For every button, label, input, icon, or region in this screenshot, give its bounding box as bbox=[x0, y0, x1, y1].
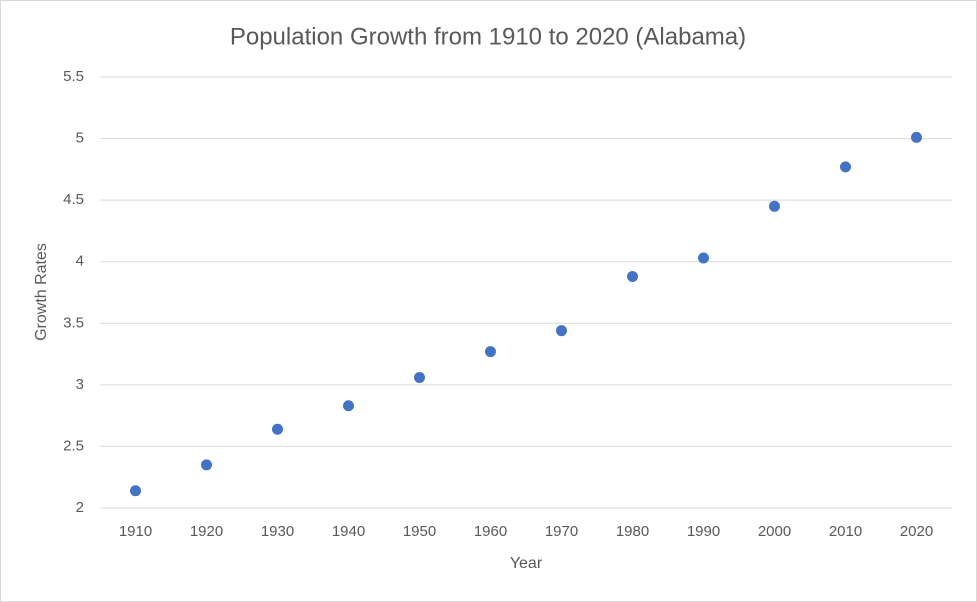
y-tick-label: 3.5 bbox=[63, 314, 84, 331]
point bbox=[556, 325, 567, 337]
point bbox=[201, 459, 212, 471]
x-tick-label: 1990 bbox=[687, 523, 720, 540]
point bbox=[130, 485, 141, 497]
chart-title: Population Growth from 1910 to 2020 (Ala… bbox=[230, 23, 746, 50]
y-axis-title: Growth Rates bbox=[33, 243, 50, 341]
y-tick-label: 2.5 bbox=[63, 437, 84, 454]
x-tick-label: 1980 bbox=[616, 523, 649, 540]
y-tick-label: 5.5 bbox=[63, 68, 84, 85]
x-tick-label: 1970 bbox=[545, 523, 578, 540]
point bbox=[627, 270, 638, 282]
point bbox=[840, 161, 851, 173]
x-tick-label: 1960 bbox=[474, 523, 507, 540]
y-tick-label: 4 bbox=[76, 253, 84, 270]
y-tick-label: 2 bbox=[76, 499, 84, 516]
y-tick-label: 4.5 bbox=[63, 191, 84, 208]
point bbox=[911, 131, 922, 143]
y-tick-label: 3 bbox=[76, 376, 84, 393]
x-tick-label: 1940 bbox=[332, 523, 365, 540]
point bbox=[343, 400, 354, 412]
point bbox=[485, 346, 496, 358]
x-tick-label: 1950 bbox=[403, 523, 436, 540]
x-tick-label: 2000 bbox=[758, 523, 791, 540]
x-tick-label: 2010 bbox=[829, 523, 862, 540]
point bbox=[414, 371, 425, 383]
point bbox=[272, 423, 283, 435]
point bbox=[769, 200, 780, 212]
x-tick-label: 1920 bbox=[190, 523, 223, 540]
x-tick-label: 1910 bbox=[119, 523, 152, 540]
x-tick-label: 2020 bbox=[900, 523, 933, 540]
point bbox=[698, 252, 709, 264]
x-tick-label: 1930 bbox=[261, 523, 294, 540]
y-tick-label: 5 bbox=[76, 130, 84, 147]
x-axis-title: Year bbox=[510, 555, 543, 572]
